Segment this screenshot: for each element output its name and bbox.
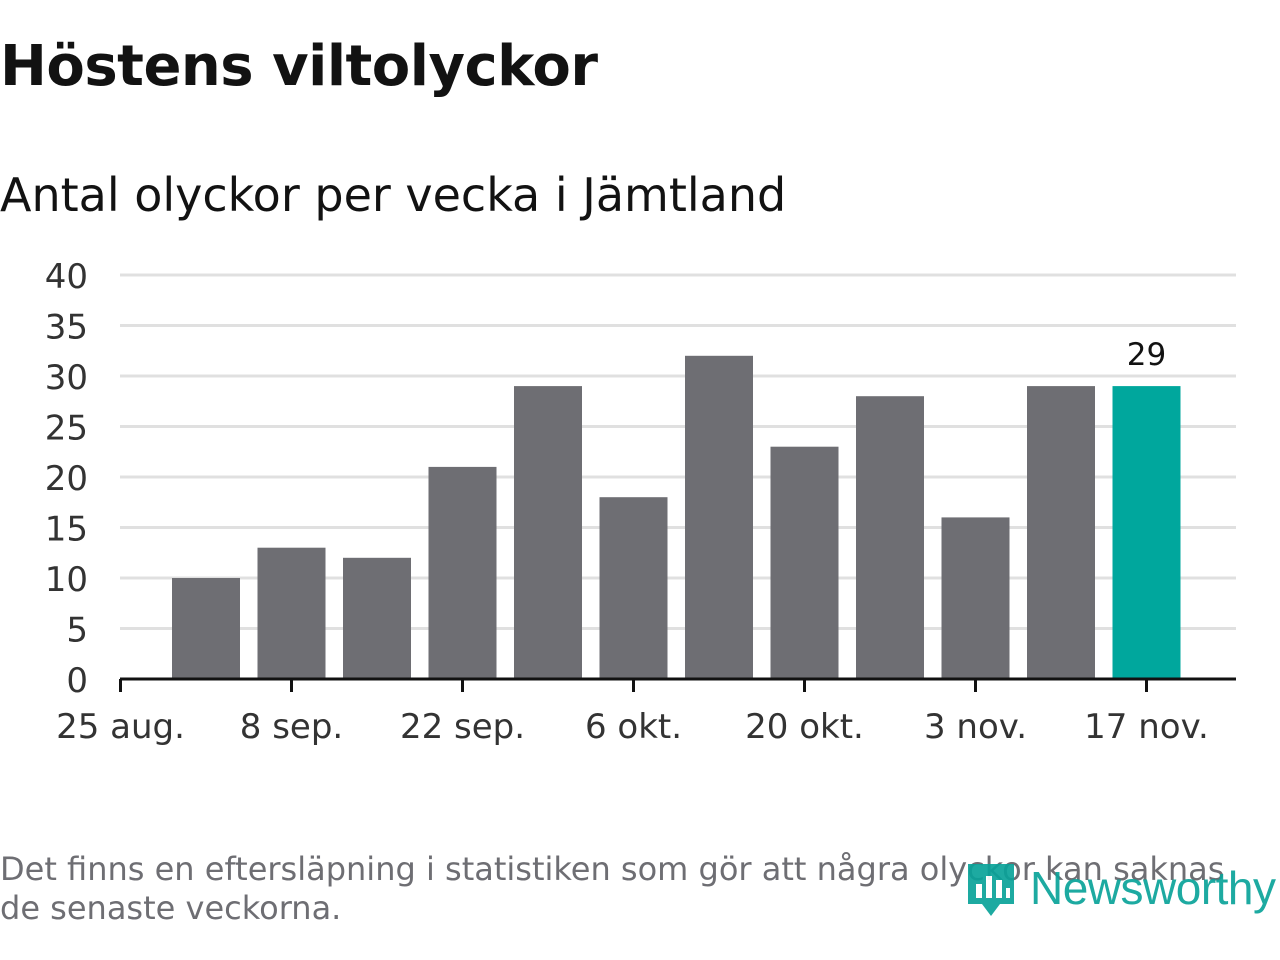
bar — [856, 396, 924, 679]
x-tick-label: 17 nov. — [1084, 707, 1209, 747]
data-label: 29 — [1127, 337, 1166, 373]
x-tick-label: 3 nov. — [924, 707, 1027, 747]
bar — [172, 578, 240, 679]
bar — [599, 497, 668, 679]
brand-logo: Newsworthy — [964, 858, 1276, 918]
y-tick-label: 0 — [66, 661, 88, 701]
y-tick-label: 10 — [45, 560, 88, 600]
brand-name: Newsworthy — [1030, 862, 1276, 914]
y-tick-label: 25 — [45, 409, 88, 449]
chart-title: Höstens viltolyckor — [0, 34, 598, 99]
bar-chart: 0 5 10 15 20 25 30 35 40 29 25 aug. 8 sep. 22 sep. 6 … — [45, 257, 1236, 747]
x-tick-label: 22 sep. — [400, 707, 525, 747]
x-tick-label: 25 aug. — [56, 707, 185, 747]
bar — [1027, 386, 1095, 679]
bar — [685, 355, 753, 679]
bar — [770, 446, 839, 679]
newsworthy-logo-icon — [968, 864, 1014, 916]
x-tick-label: 6 okt. — [585, 707, 682, 747]
bar — [257, 547, 326, 679]
bar — [428, 466, 497, 679]
x-tick-label: 20 okt. — [745, 707, 864, 747]
footnote: Det finns en eftersläpning i statistiken… — [0, 850, 1225, 927]
y-tick-label: 5 — [66, 611, 88, 651]
bar — [941, 517, 1010, 679]
y-tick-label: 15 — [45, 510, 88, 550]
bar — [343, 557, 411, 679]
bar — [1112, 386, 1181, 679]
y-tick-label: 30 — [45, 358, 88, 398]
y-tick-label: 35 — [45, 308, 88, 348]
bar — [514, 386, 582, 679]
y-tick-label: 40 — [45, 257, 88, 297]
x-tick-label: 8 sep. — [240, 707, 343, 747]
y-tick-label: 20 — [45, 459, 88, 499]
chart-subtitle: Antal olyckor per vecka i Jämtland — [0, 168, 787, 222]
